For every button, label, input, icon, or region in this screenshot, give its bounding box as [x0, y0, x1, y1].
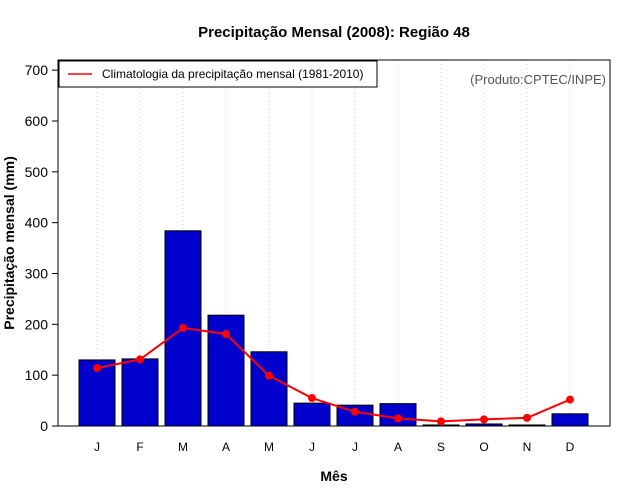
climatology-point-12: [566, 395, 574, 404]
x-tick-label: J: [309, 440, 315, 454]
x-tick-label: A: [222, 440, 230, 454]
legend-box: [58, 60, 378, 88]
climatology-point-1: [93, 364, 101, 373]
bar-2: [121, 358, 159, 427]
legend: Climatologia da precipitação mensal (198…: [58, 60, 378, 88]
climatology-point-10: [480, 415, 488, 424]
x-tick-label: M: [264, 440, 274, 454]
climatology-point-7: [351, 407, 359, 416]
credit-label: (Produto:CPTEC/INPE): [470, 72, 606, 87]
y-tick-label: 700: [25, 62, 49, 78]
y-tick-label: 500: [25, 164, 49, 180]
x-tick-label: O: [479, 440, 488, 454]
y-tick-label: 600: [25, 113, 49, 129]
climatology-line: [96, 326, 571, 423]
x-tick-label: N: [523, 440, 532, 454]
y-tick-label: 200: [25, 316, 49, 332]
x-tick-label: M: [178, 440, 188, 454]
bar-series: [78, 230, 589, 427]
y-tick-label: 300: [25, 266, 49, 282]
y-tick-label: 0: [40, 418, 48, 434]
chart-title: Precipitação Mensal (2008): Região 48: [198, 24, 470, 41]
legend-label: Climatologia da precipitação mensal (198…: [102, 67, 363, 81]
climatology-point-5: [265, 371, 273, 380]
y-axis: 0 100 200 300 400 500 600 700: [25, 62, 58, 434]
x-tick-label: J: [94, 440, 100, 454]
climatology-point-2: [136, 355, 144, 364]
bar-12: [551, 413, 589, 427]
x-tick-label: J: [352, 440, 358, 454]
climatology-point-6: [308, 394, 316, 403]
x-tick-label: A: [394, 440, 402, 454]
bar-6: [293, 402, 331, 427]
x-tick-label: D: [566, 440, 575, 454]
climatology-point-8: [394, 414, 402, 423]
x-tick-label: F: [136, 440, 143, 454]
x-axis-label: Mês: [320, 468, 347, 484]
climatology-point-9: [437, 417, 445, 426]
x-tick-label: S: [437, 440, 445, 454]
climatology-series: [93, 323, 574, 426]
climatology-point-4: [222, 329, 230, 338]
climatology-point-11: [523, 413, 531, 422]
plot-frame: [57, 59, 611, 427]
climatology-point-3: [179, 323, 187, 332]
y-tick-label: 400: [25, 215, 49, 231]
y-axis-label: Precipitação mensal (mm): [1, 156, 17, 330]
y-tick-label: 100: [25, 367, 49, 383]
